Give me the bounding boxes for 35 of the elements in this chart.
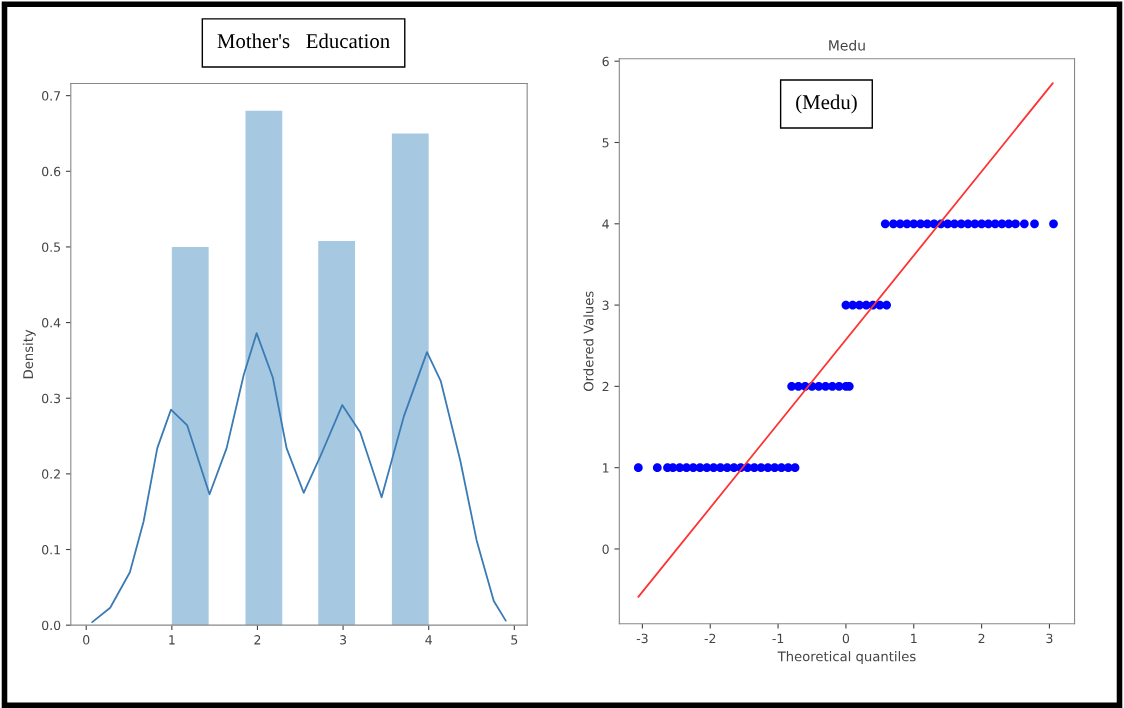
x-tick-label: -1 <box>772 633 784 643</box>
annotation: (Medu) <box>796 94 857 114</box>
y-tick-label: 0.2 <box>42 469 60 479</box>
y-tick-label: 0.4 <box>42 318 61 328</box>
y-tick-label: 5 <box>602 138 609 148</box>
y-tick-label: 6 <box>602 56 609 67</box>
x-axis-title: Theoretical quantiles <box>777 651 916 664</box>
y-tick-label: 3 <box>602 300 609 311</box>
x-tick-label: 2 <box>978 633 985 643</box>
y-tick-label: 0.0 <box>42 620 61 631</box>
y-axis-title: Ordered Values <box>583 291 594 392</box>
line-series <box>91 332 507 624</box>
y-tick-label: 0.1 <box>42 544 60 555</box>
x-tick-label: -3 <box>636 633 648 644</box>
y-tick-label: 0.6 <box>42 166 61 177</box>
text: Mother's Education <box>217 33 390 49</box>
y-tick-label: 0.7 <box>42 91 61 101</box>
y-tick-label: 0 <box>602 544 609 554</box>
y-tick-label: 2 <box>602 381 609 392</box>
x-tick-label: -2 <box>704 633 716 643</box>
y-tick-label: 1 <box>603 463 609 473</box>
x-tick-label: 0 <box>842 633 850 644</box>
x-tick-label: 4 <box>425 635 432 645</box>
x-tick-label: 1 <box>169 635 175 645</box>
y-tick-label: 0.5 <box>42 242 60 252</box>
y-tick-label: 4 <box>602 219 609 229</box>
y-axis-title: Density <box>22 329 36 379</box>
x-tick-label: 5 <box>511 635 518 645</box>
y-tick-label: 0.3 <box>42 393 61 404</box>
x-tick-label: 1 <box>911 633 917 643</box>
x-tick-label: 2 <box>254 635 261 645</box>
x-tick-label: 3 <box>1046 633 1053 644</box>
chart-title: Medu <box>829 39 865 51</box>
x-tick-label: 0 <box>83 635 90 645</box>
x-tick-label: 3 <box>340 635 347 645</box>
